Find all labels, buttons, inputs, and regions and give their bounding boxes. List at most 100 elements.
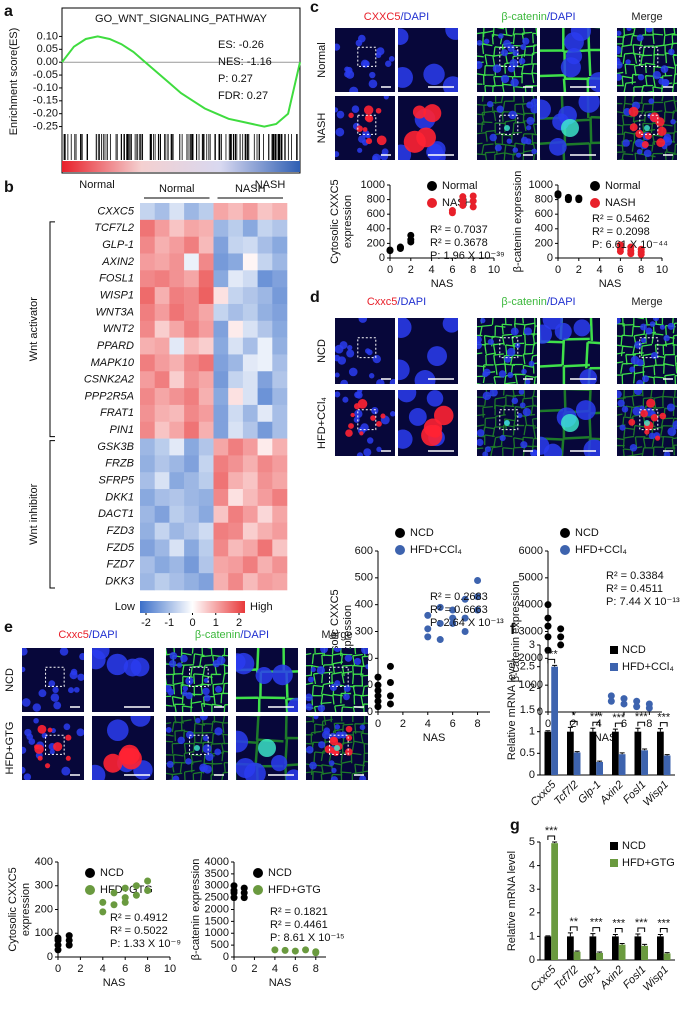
nucleus [544, 444, 562, 462]
stain-spot [629, 107, 639, 117]
stain-spot [376, 108, 382, 114]
micrograph [389, 315, 461, 391]
y-tick-label: 800 [535, 194, 553, 206]
heat-cell [214, 287, 229, 304]
nucleus [476, 439, 483, 446]
micrograph [612, 90, 685, 174]
heat-cell [258, 540, 273, 557]
x-tick-label: 0 [545, 718, 551, 730]
heat-cell [140, 540, 155, 557]
nucleus [185, 758, 191, 764]
row-label: NCD [316, 339, 328, 363]
nucleus [504, 356, 511, 363]
heat-cell [140, 455, 155, 472]
nucleus [60, 647, 69, 656]
group-label: Normal [79, 179, 114, 191]
heat-cell [155, 220, 170, 237]
heat-cell [169, 237, 184, 254]
nucleus [169, 660, 176, 667]
heat-cell [140, 253, 155, 270]
row-label: MAPK10 [91, 357, 135, 369]
row-label: FZD5 [107, 542, 135, 554]
x-tick-label: Wisp1 [641, 964, 671, 994]
heat-cell [272, 455, 287, 472]
panel-label: b [4, 179, 14, 196]
heat-cell [272, 203, 287, 220]
nucleus [625, 59, 630, 64]
nucleus [661, 65, 669, 73]
membrane [371, 743, 382, 753]
legend-marker [560, 545, 570, 555]
annotation: NES: -1.16 [218, 56, 272, 68]
row-label: CXXC5 [97, 205, 135, 217]
heat-cell [184, 220, 199, 237]
membrane [514, 457, 524, 467]
row-label: PPARD [97, 340, 134, 352]
heat-cell [228, 422, 243, 439]
heat-cell [243, 439, 258, 456]
membrane [351, 781, 362, 793]
legend-swatch [610, 663, 618, 671]
nucleus [177, 662, 182, 667]
bar [545, 732, 552, 775]
membrane [331, 782, 343, 792]
x-tick-label: Tcf7l2 [552, 964, 581, 993]
legend-marker [427, 181, 437, 191]
heat-cell [184, 321, 199, 338]
heat-cell [228, 388, 243, 405]
data-point [99, 908, 106, 915]
heat-cell [155, 489, 170, 506]
membrane [282, 790, 310, 816]
nucleus [507, 348, 515, 356]
error-bar [552, 842, 557, 843]
nucleus [524, 327, 532, 335]
nucleus [645, 328, 652, 335]
heat-cell [140, 573, 155, 590]
heat-cell [272, 388, 287, 405]
nucleus [526, 117, 534, 125]
y-tick-label: -0.05 [33, 69, 58, 81]
data-point [557, 641, 564, 648]
column-header-part: Merge [321, 629, 352, 641]
y-tick-label: 0 [223, 951, 229, 963]
heat-cell [184, 540, 199, 557]
data-point [474, 577, 481, 584]
membrane [183, 783, 193, 793]
data-point [66, 932, 73, 939]
panel-label: d [310, 289, 320, 306]
y-tick-label: 300 [355, 625, 373, 637]
heat-cell [214, 489, 229, 506]
heat-cell [199, 506, 214, 523]
y-axis-label: Enrichment score(ES) [8, 28, 20, 136]
membrane [614, 159, 624, 171]
heat-cell [272, 371, 287, 388]
nucleus [638, 74, 644, 80]
nucleus [642, 375, 649, 382]
data-point [424, 633, 431, 640]
group-bracket [50, 222, 55, 437]
data-point [387, 700, 394, 707]
bar [619, 754, 626, 775]
heat-cell [258, 220, 273, 237]
nucleus [205, 753, 213, 761]
membrane [495, 466, 505, 476]
heat-cell [272, 237, 287, 254]
heat-cell [140, 203, 155, 220]
y-tick-label: 400 [367, 223, 385, 235]
legend-marker [85, 868, 95, 878]
nucleus [489, 134, 496, 141]
heat-cell [155, 556, 170, 573]
membrane [373, 732, 383, 742]
significance-label: *** [545, 648, 559, 660]
nucleus [346, 350, 354, 358]
membrane [523, 465, 534, 475]
column-header-part: /DAPI [240, 629, 269, 641]
x-tick-label: 0 [55, 963, 61, 975]
nucleus [333, 107, 338, 112]
membrane [615, 456, 625, 467]
data-point [555, 192, 562, 199]
membrane [192, 784, 203, 794]
heat-cell [184, 270, 199, 287]
y-tick-label: 4000 [205, 856, 229, 868]
